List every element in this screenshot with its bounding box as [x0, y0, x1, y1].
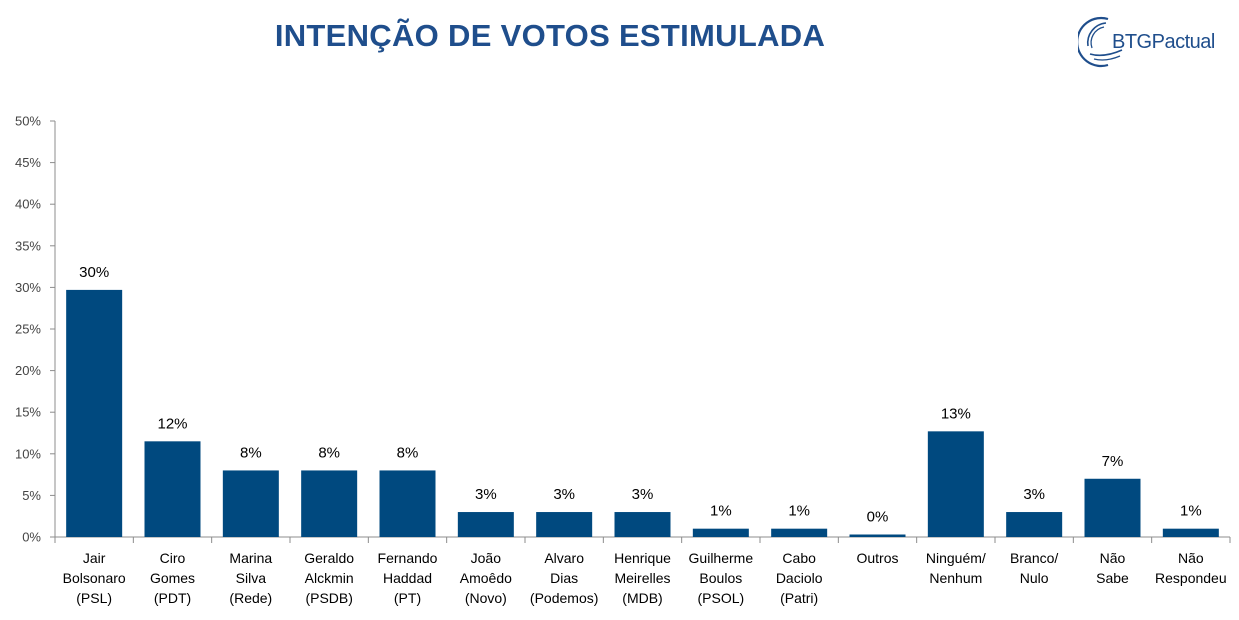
category-label: (Podemos): [530, 590, 598, 606]
data-label: 13%: [941, 405, 971, 422]
category-label: Boulos: [699, 570, 742, 586]
data-label: 1%: [1180, 503, 1202, 520]
category-label: Branco/: [1010, 550, 1058, 566]
bar: [1006, 512, 1063, 537]
bar: [692, 528, 749, 537]
bar: [457, 512, 514, 537]
category-label: Bolsonaro: [63, 570, 126, 586]
data-label: 1%: [788, 503, 810, 520]
bar: [66, 289, 123, 537]
y-tick-label: 20%: [15, 363, 41, 378]
y-tick-label: 40%: [15, 197, 41, 212]
bar: [379, 470, 436, 537]
bar: [1162, 528, 1219, 537]
bar: [536, 512, 593, 537]
category-label: Geraldo: [304, 550, 354, 566]
category-label: Alvaro: [544, 550, 584, 566]
data-label: 3%: [553, 486, 575, 503]
y-tick-label: 45%: [15, 155, 41, 170]
category-label: Alckmin: [305, 570, 354, 586]
data-label: 30%: [79, 264, 109, 281]
bar: [849, 534, 906, 537]
category-label: Haddad: [383, 570, 432, 586]
category-label: (PT): [394, 590, 421, 606]
category-label: (PSL): [76, 590, 112, 606]
category-label: Amoêdo: [460, 570, 512, 586]
data-label: 12%: [157, 415, 187, 432]
data-label: 3%: [1023, 486, 1045, 503]
bar: [1084, 478, 1141, 537]
category-label: (PDT): [154, 590, 191, 606]
logo-text: BTGPactual: [1112, 31, 1215, 53]
data-label: 7%: [1102, 453, 1124, 470]
category-label: (Novo): [465, 590, 507, 606]
category-label: Cabo: [782, 550, 816, 566]
y-tick-label: 35%: [15, 238, 41, 253]
category-label: Nenhum: [929, 570, 982, 586]
data-label: 3%: [475, 486, 497, 503]
category-label: Guilherme: [689, 550, 754, 566]
bar: [301, 470, 358, 537]
category-label: Sabe: [1096, 570, 1129, 586]
category-label: (PSDB): [305, 590, 352, 606]
y-tick-label: 15%: [15, 405, 41, 420]
data-label: 8%: [318, 444, 340, 461]
data-label: 3%: [632, 486, 654, 503]
category-label: Ninguém/: [926, 550, 986, 566]
category-label: Não: [1178, 550, 1204, 566]
category-label: (Rede): [229, 590, 272, 606]
category-label: Outros: [856, 550, 898, 566]
bar: [771, 528, 828, 537]
category-label: Jair: [83, 550, 106, 566]
y-tick-label: 10%: [15, 446, 41, 461]
category-label: (Patri): [780, 590, 818, 606]
category-label: Ciro: [160, 550, 186, 566]
y-tick-label: 25%: [15, 322, 41, 337]
y-tick-label: 30%: [15, 280, 41, 295]
y-tick-label: 5%: [22, 488, 41, 503]
category-label: Meirelles: [614, 570, 670, 586]
data-label: 8%: [240, 444, 262, 461]
globe-icon: [1076, 16, 1123, 68]
category-label: João: [471, 550, 502, 566]
category-label: (PSOL): [697, 590, 744, 606]
category-label: Marina: [229, 550, 272, 566]
bar: [222, 470, 279, 537]
category-label: Respondeu: [1155, 570, 1227, 586]
data-label: 0%: [867, 509, 889, 526]
category-label: Henrique: [614, 550, 671, 566]
category-label: Silva: [236, 570, 267, 586]
data-label: 8%: [397, 444, 419, 461]
data-label: 1%: [710, 503, 732, 520]
bar: [614, 512, 671, 537]
category-label: Dias: [550, 570, 578, 586]
category-label: Gomes: [150, 570, 195, 586]
btg-pactual-logo: BTGPactual: [1076, 14, 1238, 70]
page-title: INTENÇÃO DE VOTOS ESTIMULADA: [274, 18, 826, 53]
y-tick-label: 0%: [22, 530, 41, 545]
category-label: Nulo: [1020, 570, 1049, 586]
bar: [927, 431, 984, 537]
category-label: (MDB): [622, 590, 662, 606]
category-label: Não: [1100, 550, 1126, 566]
category-label: Daciolo: [776, 570, 823, 586]
y-tick-label: 50%: [15, 114, 41, 129]
bar: [144, 441, 201, 537]
category-label: Fernando: [378, 550, 438, 566]
